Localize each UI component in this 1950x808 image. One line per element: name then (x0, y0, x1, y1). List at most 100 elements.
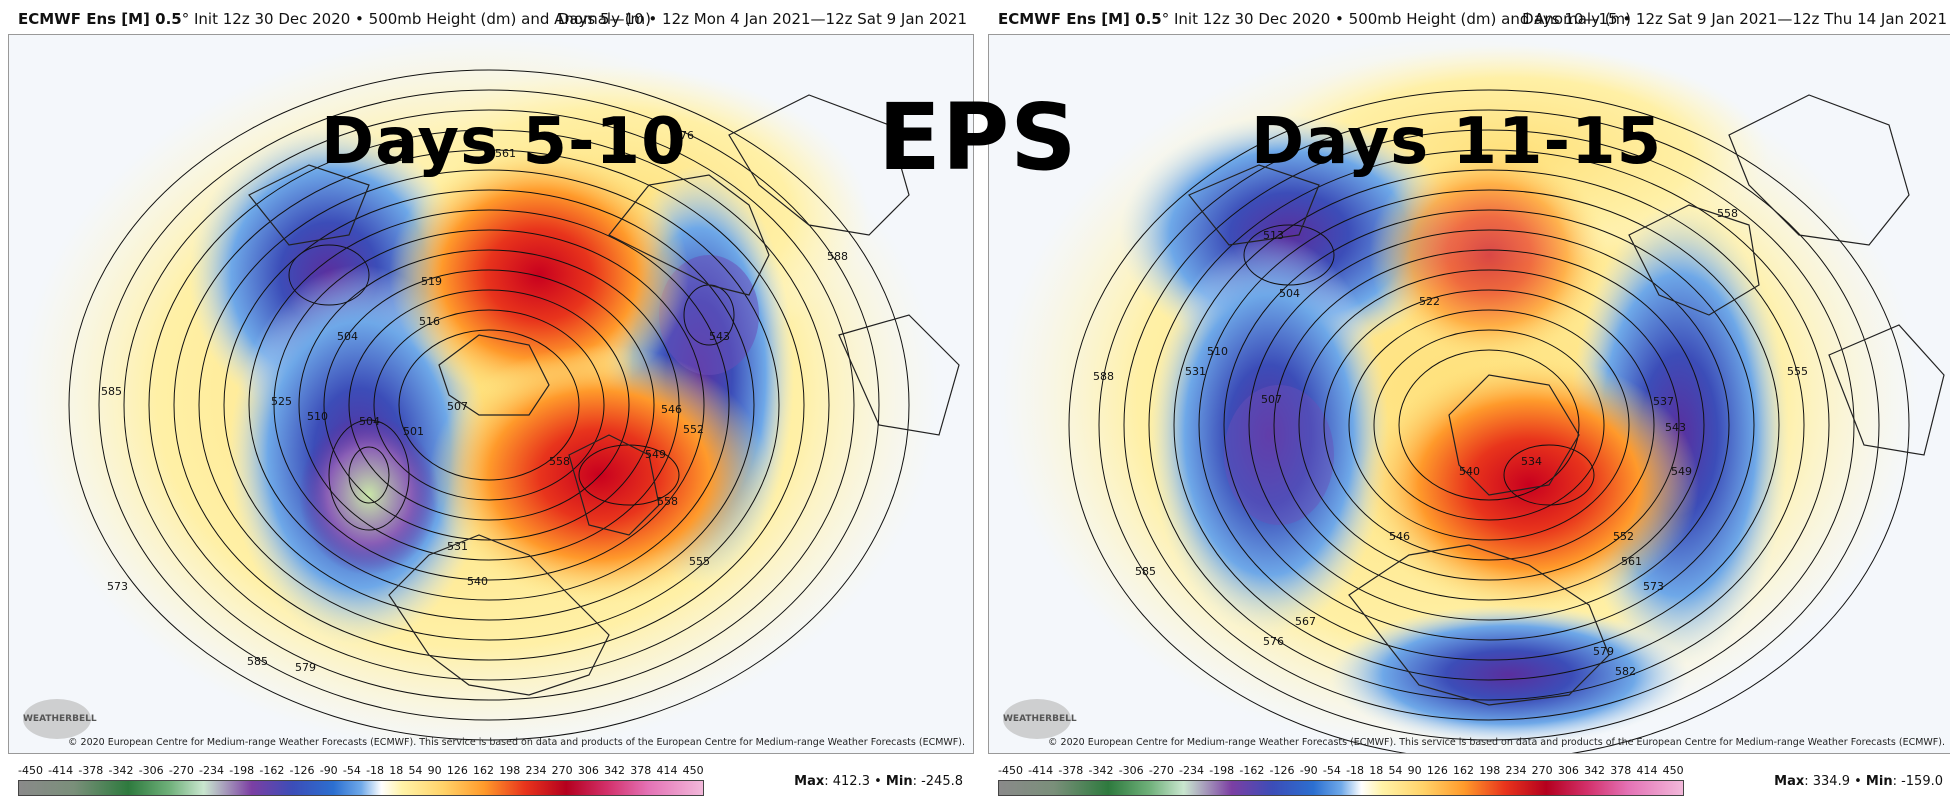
min-label: Min (885, 774, 913, 789)
min-value: : -245.8 (912, 774, 963, 789)
colorbar-tick: -198 (229, 764, 255, 777)
ridge-greenland (429, 345, 769, 605)
contour-label: 585 (247, 655, 268, 668)
contour-label: 579 (295, 661, 316, 674)
colorbar-tick: -270 (1148, 764, 1174, 777)
contour-label: 555 (689, 555, 710, 568)
colorbar-tick: -342 (1088, 764, 1114, 777)
colorbar-ticks: -450 -414 -378 -342 -306 -270 -234 -198 -162 -126… (998, 764, 1684, 778)
colorbar-tick: -450 (998, 764, 1023, 777)
colorbar-tick: 18 (389, 764, 404, 777)
weatherbell-logo: WEATHERBELL (1003, 699, 1077, 739)
contour-label: 561 (495, 147, 516, 160)
colorbar-tick: 54 (1388, 764, 1403, 777)
contour-label: 546 (1389, 530, 1410, 543)
contour-label: 516 (419, 315, 440, 328)
colorbar-tick: -90 (1299, 764, 1318, 777)
colorbar-tick: -162 (259, 764, 285, 777)
colorbar-tick: -18 (366, 764, 385, 777)
min-value: : -159.0 (1892, 774, 1943, 789)
anomaly-map: 561 576 588 585 573 579 585 519 516 504 … (19, 35, 960, 753)
ridge-arctic (1369, 145, 1609, 365)
colorbar-tick: -126 (1269, 764, 1295, 777)
colorbar-tick: 414 (656, 764, 678, 777)
colorbar-tick: 450 (1662, 764, 1684, 777)
panel-header: ECMWF Ens [M] 0.5° Init 12z 30 Dec 2020 … (998, 10, 1947, 32)
contour-label: 549 (1671, 465, 1692, 478)
contour-labels: 561 576 588 585 573 579 585 519 516 504 … (101, 129, 848, 674)
contour-label: 501 (403, 425, 424, 438)
contour-label: 510 (1207, 345, 1228, 358)
colorbar-tick: -54 (342, 764, 361, 777)
colorbar-tick: 342 (1584, 764, 1606, 777)
colorbar-tick: 90 (1407, 764, 1422, 777)
contour-label: 540 (1459, 465, 1480, 478)
contour-label: 519 (421, 275, 442, 288)
colorbar-tick: -378 (1058, 764, 1084, 777)
colorbar-tick: 450 (682, 764, 704, 777)
max-min-readout: Max: 412.3 • Min: -245.8 (794, 774, 963, 789)
contour-label: 504 (337, 330, 358, 343)
colorbar-tick: 342 (604, 764, 626, 777)
colorbar-tick: -450 (18, 764, 43, 777)
colorbar-tick: -162 (1239, 764, 1265, 777)
trough-core (299, 415, 439, 575)
contour-label: 531 (447, 540, 468, 553)
contour-label: 588 (827, 250, 848, 263)
weatherbell-logo: WEATHERBELL (23, 699, 97, 739)
colorbar: -450 -414 -378 -342 -306 -270 -234 -198 -162 -126… (18, 764, 704, 796)
colorbar-ticks: -450 -414 -378 -342 -306 -270 -234 -198 -162 -126… (18, 764, 704, 778)
max-label: Max (794, 774, 825, 789)
colorbar-tick: -198 (1209, 764, 1235, 777)
panel-days-5-10: ECMWF Ens [M] 0.5° Init 12z 30 Dec 2020 … (8, 10, 974, 796)
colorbar-gradient (998, 780, 1684, 796)
contour-label: 588 (1093, 370, 1114, 383)
anomaly-map: 558 588 585 576 567 531 510 513 504 507 … (999, 35, 1945, 753)
colorbar-tick: 162 (473, 764, 495, 777)
model-name: ECMWF Ens [M] 0.5 (998, 10, 1162, 28)
contour-label: 507 (447, 400, 468, 413)
colorbar-tick: 306 (577, 764, 599, 777)
valid-period: Days 10—15 • 12z Sat 9 Jan 2021—12z Thu … (1522, 10, 1947, 28)
colorbar-tick: 126 (446, 764, 468, 777)
contour-label: 576 (673, 129, 694, 142)
colorbar-tick: 162 (1453, 764, 1475, 777)
max-label: Max (1774, 774, 1805, 789)
colorbar-tick: -378 (78, 764, 104, 777)
ridge-canada (1359, 355, 1699, 615)
trough-pacific (1149, 235, 1389, 635)
colorbar-tick: -270 (168, 764, 194, 777)
colorbar-tick: 198 (499, 764, 521, 777)
colorbar-tick: 270 (551, 764, 573, 777)
contour-label: 540 (467, 575, 488, 588)
copyright-notice: © 2020 European Centre for Medium-range … (68, 737, 965, 748)
contour-label: 576 (1263, 635, 1284, 648)
contour-label: 543 (709, 330, 730, 343)
colorbar-tick: 234 (1505, 764, 1527, 777)
header-desc: ° Init 12z 30 Dec 2020 • 500mb Height (d… (181, 10, 652, 28)
map-days-11-15: 558 588 585 576 567 531 510 513 504 507 … (988, 34, 1950, 754)
contour-label: 555 (1787, 365, 1808, 378)
contour-label: 537 (1653, 395, 1674, 408)
max-value: : 412.3 (824, 774, 870, 789)
contour-label: 558 (1717, 207, 1738, 220)
valid-period: Days 5—10 • 12z Mon 4 Jan 2021—12z Sat 9… (557, 10, 967, 28)
contour-label: 534 (1521, 455, 1542, 468)
colorbar-tick: -126 (289, 764, 315, 777)
contour-label: 531 (1185, 365, 1206, 378)
contour-label: 513 (1263, 229, 1284, 242)
overlay-title: Days 5-10 (321, 105, 687, 179)
coastlines (248, 94, 960, 696)
contour-label: 552 (1613, 530, 1634, 543)
contour-label: 525 (271, 395, 292, 408)
contour-label: 549 (645, 448, 666, 461)
panel-header: ECMWF Ens [M] 0.5° Init 12z 30 Dec 2020 … (18, 10, 967, 32)
colorbar-tick: 18 (1369, 764, 1384, 777)
model-name: ECMWF Ens [M] 0.5 (18, 10, 182, 28)
contour-label: 546 (661, 403, 682, 416)
colorbar-tick: -90 (319, 764, 338, 777)
colorbar-tick: -306 (138, 764, 164, 777)
contour-label: 558 (549, 455, 570, 468)
contour-label: 558 (657, 495, 678, 508)
colorbar-tick: 378 (630, 764, 652, 777)
